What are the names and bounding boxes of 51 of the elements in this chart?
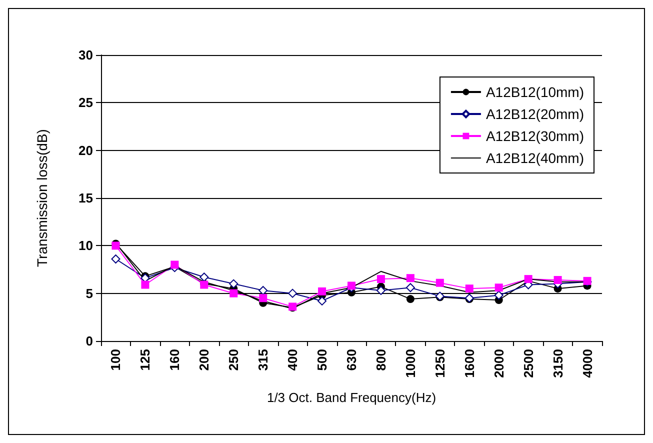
x-tick-label: 400 — [285, 349, 300, 371]
y-tick-label: 0 — [86, 334, 93, 348]
y-tick-label: 20 — [78, 142, 93, 158]
point — [229, 279, 238, 288]
point — [318, 287, 326, 296]
point — [259, 294, 268, 302]
legend-label: A12B12(30mm) — [486, 128, 584, 144]
x-tick-label: 630 — [344, 349, 359, 371]
point — [465, 284, 474, 293]
x-tick-label: 160 — [167, 349, 182, 371]
point — [494, 284, 503, 292]
point — [200, 272, 209, 282]
x-tick-label: 3150 — [550, 349, 566, 378]
x-tick-label: 125 — [138, 349, 153, 371]
point — [258, 286, 268, 295]
point — [111, 254, 120, 264]
x-tick-label: 1250 — [432, 349, 448, 378]
legend-label: A12B12(20mm) — [486, 106, 584, 122]
x-tick-label: 100 — [108, 349, 124, 371]
point — [230, 289, 238, 298]
y-tick-label: 10 — [78, 238, 93, 254]
x-tick-label: 315 — [256, 349, 271, 371]
point — [436, 278, 444, 287]
point — [288, 288, 298, 298]
point — [494, 290, 504, 300]
x-tick-label: 1000 — [402, 349, 418, 378]
y-tick-label: 15 — [78, 190, 93, 206]
y-tick-label: 5 — [86, 286, 93, 301]
x-axis-title: 1/3 Oct. Band Frequency(Hz) — [266, 390, 436, 405]
x-tick-label: 200 — [196, 349, 212, 371]
point — [554, 276, 562, 284]
x-tick-label: 500 — [314, 349, 330, 371]
x-tick-label: 800 — [373, 349, 388, 371]
point — [348, 282, 356, 290]
point — [318, 296, 327, 306]
y-axis-title: Transmission loss(dB) — [34, 129, 50, 267]
point — [406, 283, 415, 292]
x-tick-label: 2000 — [491, 349, 506, 378]
point — [376, 286, 386, 295]
legend-label: A12B12(10mm) — [486, 84, 584, 100]
point — [376, 275, 385, 284]
point — [141, 280, 150, 289]
legend-label: A12B12(40mm) — [486, 150, 584, 166]
x-tick-label: 1600 — [462, 349, 477, 378]
y-tick-label: 25 — [78, 95, 93, 110]
x-tick-label: 250 — [226, 349, 242, 371]
point — [406, 274, 414, 282]
point — [406, 295, 414, 304]
y-tick-label: 30 — [78, 48, 93, 62]
x-tick-label: 2500 — [520, 349, 536, 378]
x-tick-label: 4000 — [580, 349, 595, 378]
